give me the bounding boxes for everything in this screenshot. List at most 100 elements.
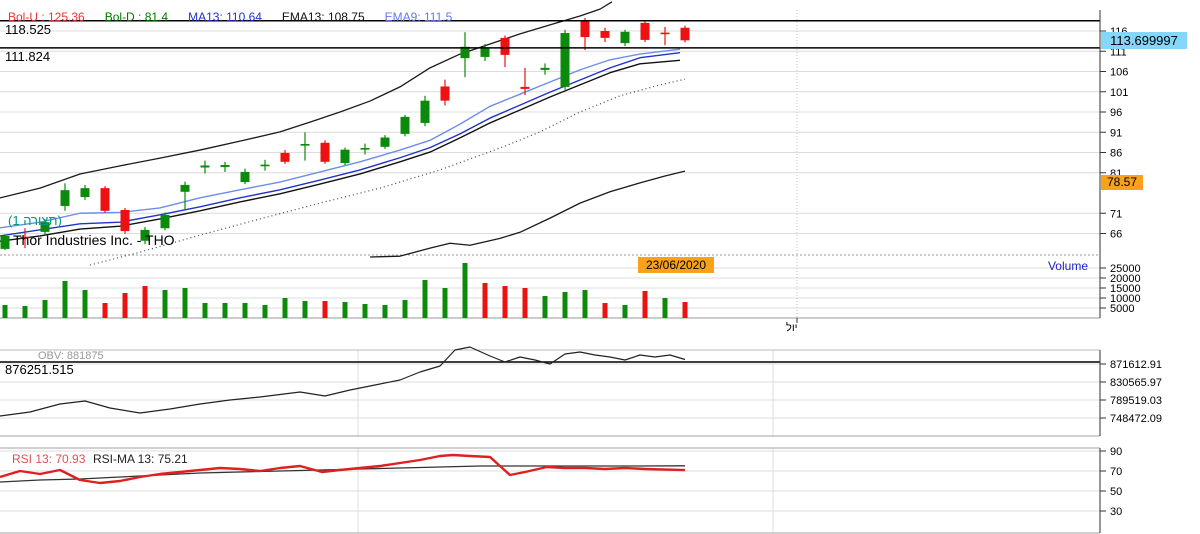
volume-bar	[542, 296, 548, 318]
volume-bar	[182, 288, 188, 318]
volume-bar	[622, 305, 628, 318]
candle-body	[600, 31, 610, 38]
candle-body	[440, 86, 450, 101]
date-flag[interactable]: 23/06/2020	[638, 257, 714, 273]
candle-body	[20, 236, 30, 239]
volume-bar	[602, 303, 608, 318]
volume-tick-label: 10000	[1110, 293, 1141, 305]
price-tick-label: 106	[1110, 67, 1128, 79]
obv-tick-label: 871612.91	[1110, 359, 1162, 371]
candle-body	[420, 100, 430, 123]
volume-bar	[22, 306, 28, 318]
candle-body	[280, 152, 290, 162]
candle-body	[540, 67, 550, 70]
volume-bar	[382, 305, 388, 318]
candle-body	[460, 46, 470, 59]
volume-bar	[522, 288, 528, 318]
price-tick-label: 91	[1110, 127, 1122, 139]
rsi-tick-label: 90	[1110, 446, 1122, 458]
legend-item: MA13: 110.64	[188, 10, 262, 24]
candle-body	[360, 148, 370, 150]
obv-line-value-label: 876251.515	[5, 362, 74, 377]
volume-bar	[462, 263, 468, 318]
candle-body	[580, 20, 590, 38]
bol-upper-line	[0, 1, 613, 199]
rsi-line	[0, 453, 686, 485]
candle-body	[260, 164, 270, 167]
volume-bar	[302, 301, 308, 318]
candle-body	[380, 137, 390, 147]
volume-bar	[662, 298, 668, 318]
obv-tick-label: 830565.97	[1110, 377, 1162, 389]
obv-line	[0, 346, 686, 417]
obv-indicator-label: OBV: 881875	[38, 350, 104, 362]
rsi-ma-indicator-label: RSI-MA 13: 75.21	[93, 452, 188, 466]
indicator-legend: Bol-U : 125.36 Bol-D : 81.4 MA13: 110.64 EM…	[8, 10, 452, 24]
candle-body	[660, 32, 670, 35]
symbol-title: Thor Industries Inc. - THO	[13, 232, 175, 248]
candle-body	[0, 235, 10, 249]
candle-body	[160, 214, 170, 229]
candle-body	[120, 210, 130, 232]
candle-body	[220, 165, 230, 168]
price-tick-label: 66	[1110, 229, 1122, 241]
candle-body	[560, 33, 570, 87]
candle-body	[400, 116, 410, 134]
last-price-flag[interactable]: 113.699997	[1101, 32, 1187, 49]
rsi-ma-line	[0, 465, 686, 483]
candle-body	[200, 165, 210, 168]
volume-bar	[342, 302, 348, 318]
bol-lower-line	[369, 170, 686, 258]
volume-tick-label: 5000	[1110, 303, 1134, 315]
volume-bar	[442, 288, 448, 318]
candle-body	[300, 143, 310, 146]
price-tick-label: 71	[1110, 208, 1122, 220]
volume-bar	[642, 291, 648, 318]
volume-bar	[582, 290, 588, 318]
volume-bar	[562, 292, 568, 318]
volume-bar	[402, 300, 408, 318]
volume-bar	[142, 286, 148, 318]
price-tick-label: 96	[1110, 107, 1122, 119]
volume-bar	[162, 290, 168, 318]
obv-tick-label: 748472.09	[1110, 413, 1162, 425]
candle-body	[480, 48, 490, 57]
volume-tick-label: 15000	[1110, 283, 1141, 295]
candle-body	[620, 31, 630, 44]
volume-bar	[282, 298, 288, 318]
ema13-line	[0, 59, 681, 242]
candle-body	[680, 27, 690, 41]
price-tick-label: 111	[1110, 46, 1127, 58]
candle-body	[500, 37, 510, 55]
volume-bar	[222, 303, 228, 318]
candle-body	[80, 188, 90, 198]
legend-item: EMA9: 111.5	[384, 10, 453, 24]
candle-body	[180, 184, 190, 192]
volume-panel-label: Volume	[1047, 259, 1088, 273]
volume-bar	[422, 280, 428, 318]
price-tick-label: 101	[1110, 87, 1128, 99]
volume-bar	[102, 303, 108, 318]
volume-bar	[2, 305, 8, 318]
trend-dotted-line	[89, 78, 686, 266]
price-marker-flag[interactable]: 78.57	[1101, 175, 1143, 190]
candle-body	[320, 142, 330, 162]
price-alert-high-label[interactable]: 118.525	[5, 22, 52, 37]
candle-body	[140, 229, 150, 241]
volume-tick-label: 25000	[1110, 263, 1141, 275]
price-alert-low-label[interactable]: 111.824	[5, 49, 51, 64]
volume-bar	[122, 293, 128, 318]
rsi-tick-label: 30	[1110, 506, 1122, 518]
volume-bar	[262, 305, 268, 318]
candle-body	[340, 149, 350, 164]
rsi-tick-label: 70	[1110, 466, 1122, 478]
volume-tick-label: 20000	[1110, 273, 1141, 285]
price-tick-label: 86	[1110, 148, 1122, 160]
month-axis-label: יול	[786, 322, 798, 334]
volume-bar	[242, 303, 248, 318]
volume-bar	[362, 304, 368, 318]
volume-bar	[482, 283, 488, 318]
candle-body	[240, 171, 250, 183]
